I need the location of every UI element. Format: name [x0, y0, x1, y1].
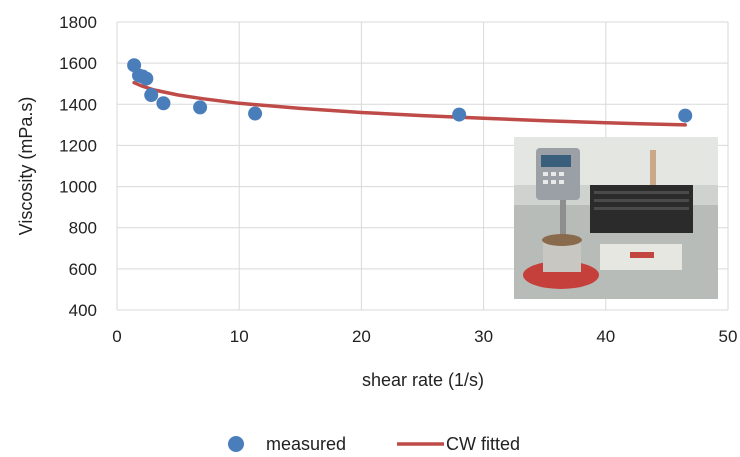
data-point-measured [678, 109, 692, 123]
y-tick-label: 1800 [59, 13, 97, 32]
x-tick-label: 40 [596, 327, 615, 346]
x-tick-label: 30 [474, 327, 493, 346]
y-tick-label: 600 [69, 260, 97, 279]
y-tick-label: 800 [69, 219, 97, 238]
legend: measured CW fitted [228, 434, 520, 454]
x-tick-label: 0 [112, 327, 121, 346]
y-tick-label: 1000 [59, 178, 97, 197]
y-tick-label: 1200 [59, 136, 97, 155]
y-axis-title: Viscosity (mPa.s) [16, 97, 36, 236]
x-tick-label: 20 [352, 327, 371, 346]
data-point-measured [248, 107, 262, 121]
x-tick-label: 10 [230, 327, 249, 346]
legend-label-measured: measured [266, 434, 346, 454]
x-tick-labels: 0 10 20 30 40 50 [112, 327, 737, 346]
y-tick-label: 1600 [59, 54, 97, 73]
data-point-measured [139, 72, 153, 86]
viscometer-photo [514, 137, 718, 299]
data-point-measured [144, 88, 158, 102]
series-measured-points [127, 58, 692, 122]
x-tick-label: 50 [719, 327, 738, 346]
x-axis-title: shear rate (1/s) [362, 370, 484, 390]
data-point-measured [156, 96, 170, 110]
data-point-measured [193, 100, 207, 114]
y-tick-label: 400 [69, 301, 97, 320]
y-tick-labels: 400 600 800 1000 1200 1400 1600 1800 [59, 13, 97, 320]
legend-label-cw-fitted: CW fitted [446, 434, 520, 454]
y-tick-label: 1400 [59, 95, 97, 114]
data-point-measured [452, 108, 466, 122]
legend-marker-measured [228, 436, 244, 452]
